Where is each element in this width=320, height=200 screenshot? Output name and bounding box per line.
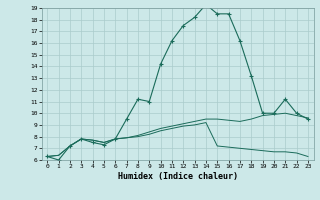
X-axis label: Humidex (Indice chaleur): Humidex (Indice chaleur): [118, 172, 237, 181]
